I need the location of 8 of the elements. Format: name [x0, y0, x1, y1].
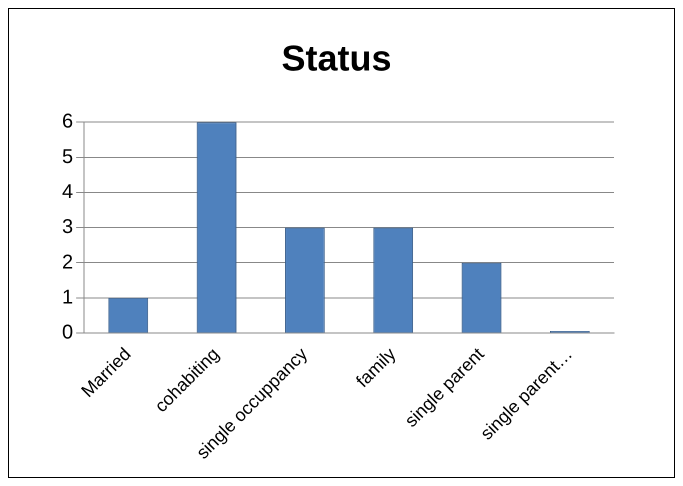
y-tick-label: 3: [62, 216, 74, 238]
y-tick-label: 6: [62, 110, 74, 133]
y-tick-label: 2: [62, 251, 74, 274]
y-tick-label: 1: [62, 286, 74, 308]
y-tick-label: 0: [62, 322, 74, 344]
chart-title: Status: [281, 38, 392, 79]
y-tick-label: 5: [62, 146, 74, 168]
y-tick-label: 4: [62, 180, 74, 203]
